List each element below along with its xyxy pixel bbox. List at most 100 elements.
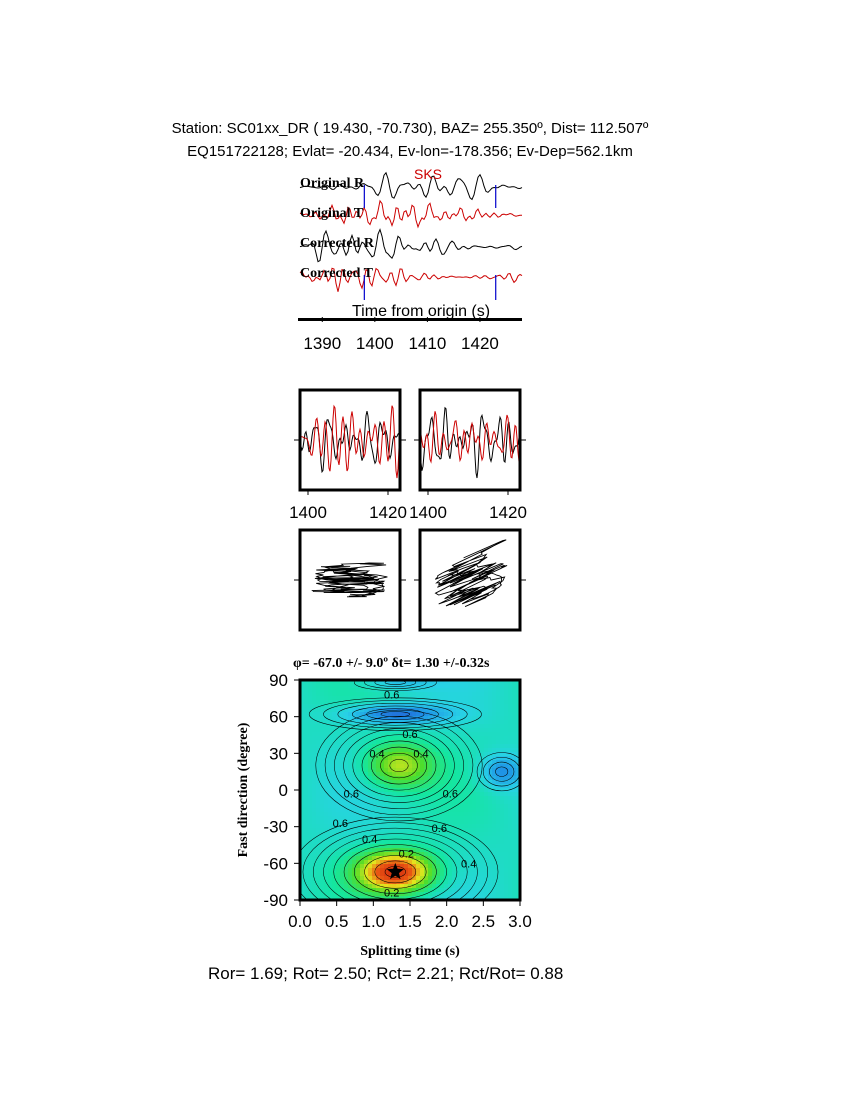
heatmap-cell — [476, 752, 481, 757]
heatmap-cell — [308, 712, 313, 717]
heatmap-cell — [408, 764, 413, 769]
heatmap-cell — [448, 884, 453, 889]
heatmap-cell — [364, 708, 369, 713]
heatmap-cell — [432, 812, 437, 817]
heatmap-cell — [468, 696, 473, 701]
heatmap-cell — [360, 860, 365, 865]
heatmap-cell — [380, 888, 385, 893]
heatmap-cell — [452, 688, 457, 693]
heatmap-cell — [460, 860, 465, 865]
heatmap-cell — [456, 800, 461, 805]
heatmap-cell — [316, 784, 321, 789]
heatmap-cell — [332, 784, 337, 789]
heatmap-cell — [336, 716, 341, 721]
heatmap-cell — [504, 788, 509, 793]
heatmap-cell — [460, 856, 465, 861]
heatmap-cell — [416, 884, 421, 889]
heatmap-cell — [404, 896, 409, 900]
heatmap-cell — [356, 772, 361, 777]
heatmap-cell — [464, 696, 469, 701]
heatmap-cell — [364, 740, 369, 745]
heatmap-cell — [332, 800, 337, 805]
contour-label: 0.6 — [402, 729, 417, 741]
heatmap-cell — [440, 772, 445, 777]
heatmap-cell — [428, 868, 433, 873]
heatmap-cell — [372, 720, 377, 725]
heatmap-cell — [308, 688, 313, 693]
heatmap-cell — [504, 836, 509, 841]
heatmap-cell — [320, 728, 325, 733]
heatmap-cell — [452, 864, 457, 869]
heatmap-cell — [320, 828, 325, 833]
heatmap-cell — [420, 724, 425, 729]
heatmap-cell — [452, 772, 457, 777]
heatmap-cell — [360, 704, 365, 709]
heatmap-cell — [324, 828, 329, 833]
heatmap-cell — [356, 864, 361, 869]
heatmap-cell — [496, 816, 501, 821]
heatmap-cell — [472, 804, 477, 809]
heatmap-cell — [432, 736, 437, 741]
heatmap-cell — [400, 724, 405, 729]
heatmap-cell — [344, 696, 349, 701]
heatmap-cell — [384, 760, 389, 765]
heatmap-cell — [448, 820, 453, 825]
heatmap-cell — [368, 776, 373, 781]
heatmap-cell — [360, 756, 365, 761]
heatmap-cell — [460, 716, 465, 721]
heatmap-cell — [304, 848, 309, 853]
heatmap-cell — [392, 792, 397, 797]
heatmap-cell — [432, 728, 437, 733]
heatmap-cell — [496, 744, 501, 749]
heatmap-cell — [300, 784, 305, 789]
heatmap-cell — [420, 700, 425, 705]
heatmap-cell — [472, 860, 477, 865]
heatmap-cell — [484, 852, 489, 857]
heatmap-cell — [416, 776, 421, 781]
heatmap-cell — [348, 796, 353, 801]
heatmap-cell — [464, 896, 469, 900]
heatmap-cell — [372, 748, 377, 753]
heatmap-cell — [440, 788, 445, 793]
heatmap-cell — [364, 868, 369, 873]
heatmap-cell — [376, 796, 381, 801]
heatmap-cell — [512, 716, 517, 721]
heatmap-cell — [336, 776, 341, 781]
heatmap-cell — [336, 804, 341, 809]
heatmap-cell — [500, 716, 505, 721]
heatmap-cell — [488, 816, 493, 821]
heatmap-cell — [428, 832, 433, 837]
waveform-trace-3 — [299, 228, 523, 263]
heatmap-cell — [408, 848, 413, 853]
heatmap-cell — [464, 716, 469, 721]
heatmap-cell — [444, 748, 449, 753]
heatmap-cell — [464, 768, 469, 773]
heatmap-cell — [468, 800, 473, 805]
heatmap-cell — [424, 732, 429, 737]
heatmap-cell — [352, 828, 357, 833]
heatmap-cell — [388, 896, 393, 900]
heatmap-cell — [336, 832, 341, 837]
heatmap-cell — [312, 892, 317, 897]
heatmap-cell — [480, 768, 485, 773]
heatmap-cell — [456, 840, 461, 845]
heatmap-cell — [448, 848, 453, 853]
heatmap-cell — [428, 776, 433, 781]
heatmap-cell — [312, 864, 317, 869]
heatmap-cell — [360, 752, 365, 757]
heatmap-cell — [404, 716, 409, 721]
heatmap-cell — [516, 884, 520, 889]
heatmap-cell — [468, 892, 473, 897]
heatmap-cell — [484, 892, 489, 897]
heatmap-cell — [324, 888, 329, 893]
heatmap-cell — [364, 848, 369, 853]
heatmap-cell — [460, 696, 465, 701]
heatmap-cell — [496, 808, 501, 813]
heatmap-cell — [364, 808, 369, 813]
heatmap-cell — [388, 728, 393, 733]
heatmap-cell — [496, 696, 501, 701]
heatmap-cell — [360, 784, 365, 789]
heatmap-cell — [356, 828, 361, 833]
heatmap-cell — [488, 848, 493, 853]
heatmap-cell — [352, 704, 357, 709]
